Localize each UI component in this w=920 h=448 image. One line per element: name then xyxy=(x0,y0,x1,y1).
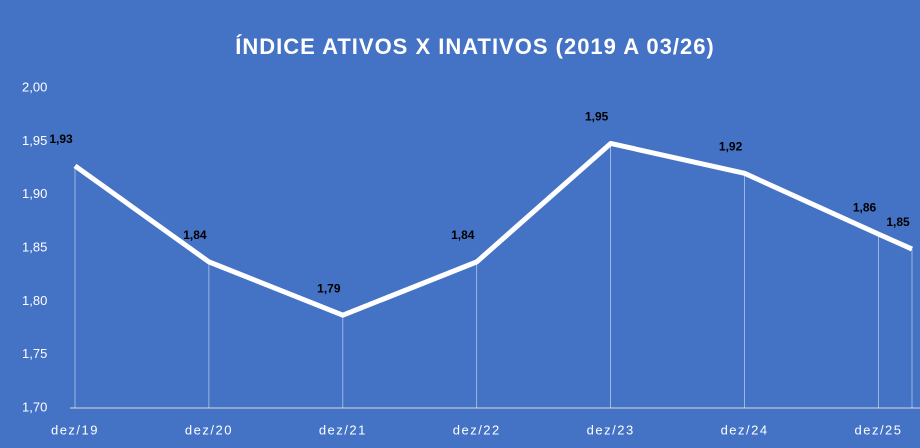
data-label: 1,92 xyxy=(719,140,743,154)
y-tick-label: 1,95 xyxy=(22,133,47,148)
y-tick-label: 2,00 xyxy=(22,79,47,94)
chart-title: ÍNDICE ATIVOS X INATIVOS (2019 A 03/26) xyxy=(235,34,715,59)
data-label: 1,86 xyxy=(853,200,877,214)
data-label: 1,93 xyxy=(49,132,73,146)
x-tick-label: dez/20 xyxy=(185,422,233,437)
x-tick-label: dez/25 xyxy=(854,422,902,437)
y-tick-label: 1,85 xyxy=(22,239,47,254)
y-tick-label: 1,80 xyxy=(22,293,47,308)
x-tick-label: dez/19 xyxy=(51,422,99,437)
data-label: 1,95 xyxy=(585,110,609,124)
x-tick-label: dez/24 xyxy=(721,422,769,437)
data-label: 1,85 xyxy=(886,215,910,229)
x-tick-label: dez/22 xyxy=(453,422,501,437)
y-tick-label: 1,70 xyxy=(22,399,47,414)
x-tick-label: dez/23 xyxy=(587,422,635,437)
data-label: 1,79 xyxy=(317,281,341,295)
x-tick-label: dez/21 xyxy=(319,422,367,437)
data-label: 1,84 xyxy=(451,228,475,242)
y-tick-label: 1,75 xyxy=(22,346,47,361)
y-tick-label: 1,90 xyxy=(22,186,47,201)
line xyxy=(73,140,914,318)
data-label: 1,84 xyxy=(183,228,207,242)
